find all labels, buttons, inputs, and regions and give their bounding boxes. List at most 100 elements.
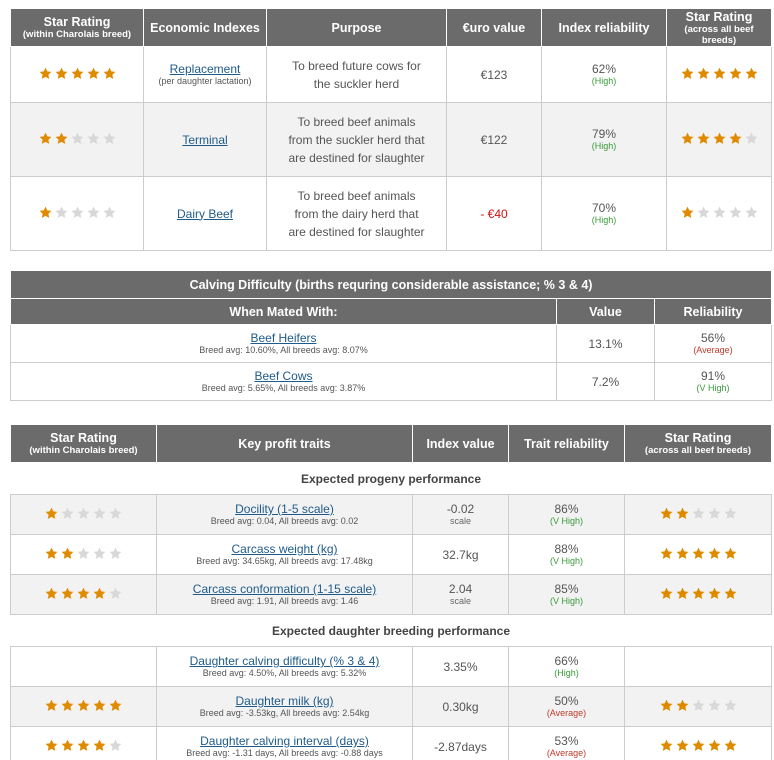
star-filled-icon	[55, 67, 68, 80]
index-link-dairy-beef[interactable]: Dairy Beef	[176, 206, 234, 221]
star-empty-icon	[708, 699, 721, 712]
star-filled-icon	[660, 587, 673, 600]
trait-link-carcass-conformation[interactable]: Carcass conformation (1-15 scale)	[192, 582, 377, 596]
star-empty-icon	[109, 507, 122, 520]
star-filled-icon	[692, 547, 705, 560]
star-empty-icon	[109, 587, 122, 600]
star-filled-icon	[697, 132, 710, 145]
star-rating-within	[39, 132, 116, 145]
star-empty-icon	[745, 206, 758, 219]
star-filled-icon	[39, 67, 52, 80]
link-beef-cows[interactable]: Beef Cows	[254, 369, 313, 383]
star-filled-icon	[729, 67, 742, 80]
table-row: Beef Heifers Breed avg: 10.60%, All breed…	[10, 324, 772, 363]
star-filled-icon	[713, 132, 726, 145]
star-filled-icon	[676, 507, 689, 520]
trait-reliability: 50% (Average)	[508, 686, 625, 727]
star-rating-across	[660, 699, 737, 712]
star-rating-across	[660, 587, 737, 600]
header-trait-reliability: Trait reliability	[508, 424, 625, 463]
star-empty-icon	[71, 206, 84, 219]
trait-index-value: 32.7kg	[412, 534, 509, 575]
star-empty-icon	[93, 507, 106, 520]
star-filled-icon	[697, 67, 710, 80]
star-empty-icon	[55, 206, 68, 219]
index-reliability: 70% (High)	[541, 176, 667, 251]
star-empty-icon	[692, 699, 705, 712]
table-row: Carcass conformation (1-15 scale) Breed a…	[10, 574, 772, 615]
trait-link-carcass-weight[interactable]: Carcass weight (kg)	[231, 542, 338, 556]
star-filled-icon	[676, 547, 689, 560]
star-filled-icon	[692, 739, 705, 752]
trait-link-daughter-calving-interval[interactable]: Daughter calving interval (days)	[200, 734, 369, 748]
trait-reliability: 86% (V High)	[508, 494, 625, 535]
star-filled-icon	[676, 587, 689, 600]
star-filled-icon	[745, 67, 758, 80]
star-empty-icon	[692, 507, 705, 520]
star-empty-icon	[745, 132, 758, 145]
header-economic-indexes: Economic Indexes	[143, 8, 267, 47]
purpose-text: To breed beef animals from the dairy herd…	[266, 176, 447, 251]
header-star-within: Star Rating (within Charolais breed)	[10, 424, 157, 463]
trait-index-value: -2.87days	[412, 726, 509, 760]
star-rating-across	[660, 739, 737, 752]
purpose-text: To breed beef animals from the suckler he…	[266, 102, 447, 177]
trait-link-docility[interactable]: Docility (1-5 scale)	[235, 502, 334, 516]
star-empty-icon	[77, 507, 90, 520]
star-filled-icon	[55, 132, 68, 145]
key-profit-traits-table: Star Rating (within Charolais breed) Key …	[10, 424, 772, 760]
daughter-rows: Daughter calving difficulty (% 3 & 4) Bre…	[10, 646, 772, 760]
star-rating-within	[45, 739, 122, 752]
trait-link-daughter-milk[interactable]: Daughter milk (kg)	[235, 694, 334, 708]
link-beef-heifers[interactable]: Beef Heifers	[250, 331, 317, 345]
index-link-terminal[interactable]: Terminal	[182, 132, 228, 147]
star-filled-icon	[45, 547, 58, 560]
star-filled-icon	[61, 547, 74, 560]
header-mated-with: When Mated With:	[10, 298, 557, 325]
star-empty-icon	[724, 699, 737, 712]
star-filled-icon	[93, 739, 106, 752]
star-filled-icon	[109, 699, 122, 712]
star-filled-icon	[39, 132, 52, 145]
star-filled-icon	[724, 587, 737, 600]
progeny-rows: Docility (1-5 scale) Breed avg: 0.04, All…	[10, 494, 772, 615]
star-filled-icon	[676, 739, 689, 752]
euro-value: - €40	[446, 176, 542, 251]
star-filled-icon	[708, 547, 721, 560]
trait-reliability: 85% (V High)	[508, 574, 625, 615]
table-row: Daughter calving interval (days) Breed av…	[10, 726, 772, 760]
table-row: Beef Cows Breed avg: 5.65%, All breeds av…	[10, 362, 772, 401]
star-filled-icon	[660, 507, 673, 520]
calving-difficulty-title: Calving Difficulty (births requring cons…	[10, 270, 772, 299]
star-filled-icon	[681, 132, 694, 145]
star-filled-icon	[729, 132, 742, 145]
star-filled-icon	[45, 507, 58, 520]
star-filled-icon	[660, 547, 673, 560]
star-filled-icon	[724, 739, 737, 752]
header-value: Value	[556, 298, 655, 325]
trait-link-daughter-calving-difficulty[interactable]: Daughter calving difficulty (% 3 & 4)	[189, 654, 380, 668]
star-empty-icon	[103, 206, 116, 219]
star-empty-icon	[729, 206, 742, 219]
purpose-text: To breed future cows for the suckler herd	[266, 46, 447, 103]
star-filled-icon	[681, 206, 694, 219]
star-filled-icon	[692, 587, 705, 600]
star-filled-icon	[708, 739, 721, 752]
star-filled-icon	[45, 587, 58, 600]
star-empty-icon	[109, 547, 122, 560]
header-star-across: Star Rating (across all beef breeds)	[666, 8, 772, 47]
calving-value: 7.2%	[556, 362, 655, 401]
star-filled-icon	[660, 739, 673, 752]
index-link-replacement[interactable]: Replacement	[169, 62, 241, 76]
star-filled-icon	[93, 699, 106, 712]
star-rating-within	[39, 206, 116, 219]
star-rating-across	[660, 547, 737, 560]
calving-reliability: 91% (V High)	[654, 362, 772, 401]
table-row: Daughter milk (kg) Breed avg: -3.53kg, Al…	[10, 686, 772, 727]
star-filled-icon	[77, 699, 90, 712]
calving-value: 13.1%	[556, 324, 655, 363]
table-row: Replacement (per daughter lactation) To b…	[10, 46, 772, 103]
star-filled-icon	[61, 699, 74, 712]
star-rating-across	[681, 206, 758, 219]
calving-difficulty-table: Calving Difficulty (births requring cons…	[10, 270, 772, 401]
